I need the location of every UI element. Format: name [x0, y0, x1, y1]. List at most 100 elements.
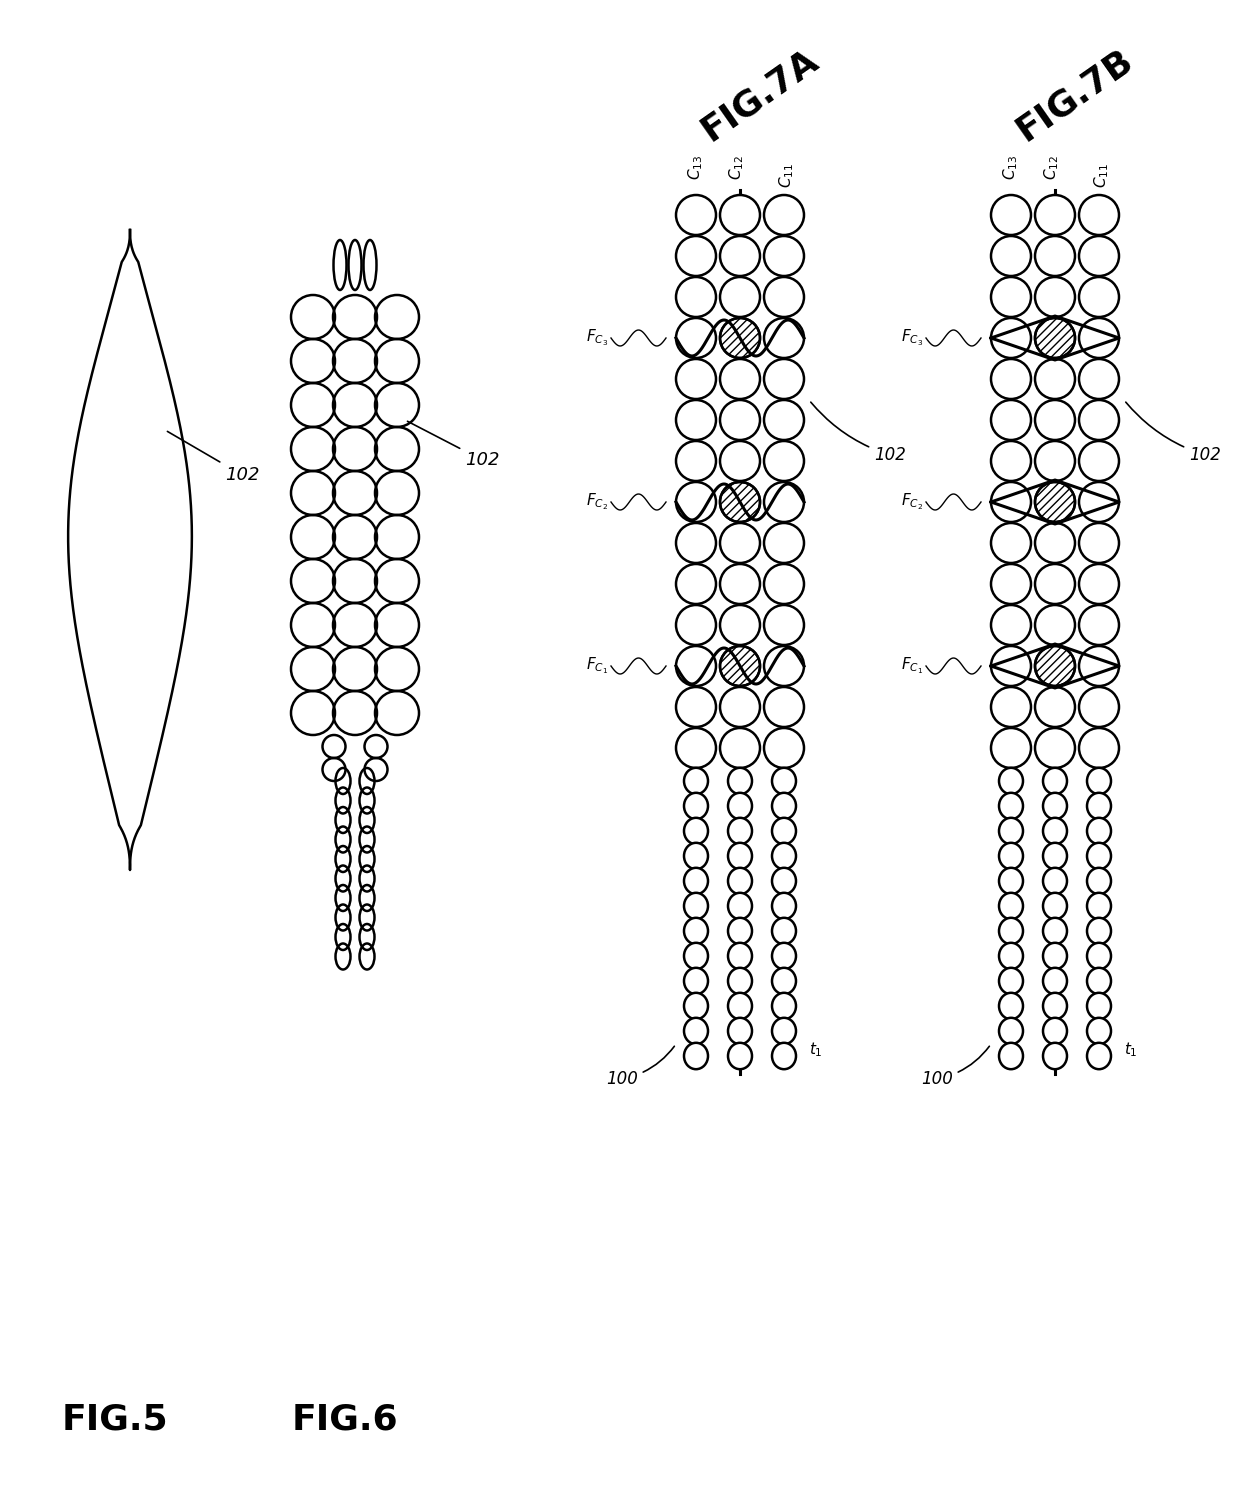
Circle shape [1079, 277, 1118, 317]
Ellipse shape [1087, 1018, 1111, 1045]
Ellipse shape [684, 792, 708, 819]
Ellipse shape [728, 918, 751, 944]
Circle shape [676, 727, 715, 768]
Circle shape [1079, 236, 1118, 277]
Ellipse shape [684, 942, 708, 969]
Circle shape [991, 606, 1030, 645]
Ellipse shape [1087, 968, 1111, 993]
Circle shape [764, 277, 804, 317]
Circle shape [991, 482, 1030, 522]
Ellipse shape [773, 1018, 796, 1045]
Circle shape [676, 482, 715, 522]
Ellipse shape [999, 792, 1023, 819]
Circle shape [991, 277, 1030, 317]
Text: $C_{12}$: $C_{12}$ [1043, 155, 1061, 180]
Text: $t_1$: $t_1$ [1123, 1040, 1137, 1058]
Text: FIG.6: FIG.6 [291, 1402, 398, 1437]
Ellipse shape [728, 1043, 751, 1069]
Circle shape [764, 482, 804, 522]
Circle shape [720, 687, 760, 727]
Ellipse shape [1087, 918, 1111, 944]
Circle shape [1035, 440, 1075, 481]
Circle shape [720, 482, 760, 522]
Circle shape [1035, 319, 1075, 358]
Ellipse shape [1043, 818, 1066, 845]
Ellipse shape [728, 818, 751, 845]
Circle shape [676, 564, 715, 604]
Ellipse shape [728, 993, 751, 1019]
Ellipse shape [773, 792, 796, 819]
Circle shape [764, 359, 804, 398]
Circle shape [676, 440, 715, 481]
Circle shape [720, 319, 760, 358]
Ellipse shape [773, 918, 796, 944]
Text: $F_{C_2}$: $F_{C_2}$ [585, 491, 608, 513]
Ellipse shape [999, 893, 1023, 920]
Text: $F_{C_3}$: $F_{C_3}$ [585, 328, 608, 349]
Circle shape [1079, 606, 1118, 645]
Text: $t_1$: $t_1$ [808, 1040, 822, 1058]
Circle shape [1035, 482, 1075, 522]
Ellipse shape [1087, 942, 1111, 969]
Text: $C_{11}$: $C_{11}$ [1092, 162, 1111, 188]
Circle shape [991, 359, 1030, 398]
Text: FIG.7B: FIG.7B [1011, 42, 1140, 147]
Ellipse shape [1087, 867, 1111, 894]
Ellipse shape [1043, 918, 1066, 944]
Circle shape [1079, 523, 1118, 564]
Circle shape [676, 236, 715, 277]
Ellipse shape [684, 867, 708, 894]
Ellipse shape [999, 768, 1023, 794]
Text: $C_{12}$: $C_{12}$ [728, 155, 746, 180]
Text: $C_{11}$: $C_{11}$ [777, 162, 796, 188]
Circle shape [764, 195, 804, 234]
Ellipse shape [684, 843, 708, 869]
Ellipse shape [1087, 818, 1111, 845]
Text: FIG.5: FIG.5 [62, 1402, 169, 1437]
Ellipse shape [1087, 893, 1111, 920]
Circle shape [1035, 195, 1075, 234]
Ellipse shape [728, 968, 751, 993]
Ellipse shape [773, 867, 796, 894]
Circle shape [991, 523, 1030, 564]
Ellipse shape [728, 843, 751, 869]
Ellipse shape [999, 843, 1023, 869]
Ellipse shape [1087, 843, 1111, 869]
Ellipse shape [1087, 993, 1111, 1019]
Circle shape [676, 319, 715, 358]
Ellipse shape [1087, 768, 1111, 794]
Circle shape [1079, 440, 1118, 481]
Circle shape [764, 236, 804, 277]
Circle shape [1079, 359, 1118, 398]
Circle shape [720, 646, 760, 685]
Ellipse shape [999, 1018, 1023, 1045]
Ellipse shape [999, 968, 1023, 993]
Circle shape [764, 319, 804, 358]
Text: 100: 100 [606, 1046, 675, 1088]
Circle shape [676, 523, 715, 564]
Text: $F_{C_1}$: $F_{C_1}$ [585, 655, 608, 676]
Circle shape [991, 727, 1030, 768]
Text: FIG.7A: FIG.7A [696, 42, 825, 147]
Circle shape [764, 727, 804, 768]
Ellipse shape [684, 1043, 708, 1069]
Ellipse shape [728, 792, 751, 819]
Circle shape [676, 195, 715, 234]
Circle shape [720, 236, 760, 277]
Text: 100: 100 [921, 1046, 990, 1088]
Ellipse shape [684, 818, 708, 845]
Circle shape [720, 400, 760, 440]
Circle shape [720, 195, 760, 234]
Circle shape [1079, 564, 1118, 604]
Circle shape [676, 277, 715, 317]
Circle shape [676, 606, 715, 645]
Circle shape [991, 195, 1030, 234]
Circle shape [1035, 646, 1075, 685]
Circle shape [991, 646, 1030, 685]
Ellipse shape [1043, 867, 1066, 894]
Circle shape [1079, 195, 1118, 234]
Ellipse shape [684, 893, 708, 920]
Circle shape [1035, 564, 1075, 604]
Text: $F_{C_2}$: $F_{C_2}$ [900, 491, 923, 513]
Ellipse shape [1043, 768, 1066, 794]
